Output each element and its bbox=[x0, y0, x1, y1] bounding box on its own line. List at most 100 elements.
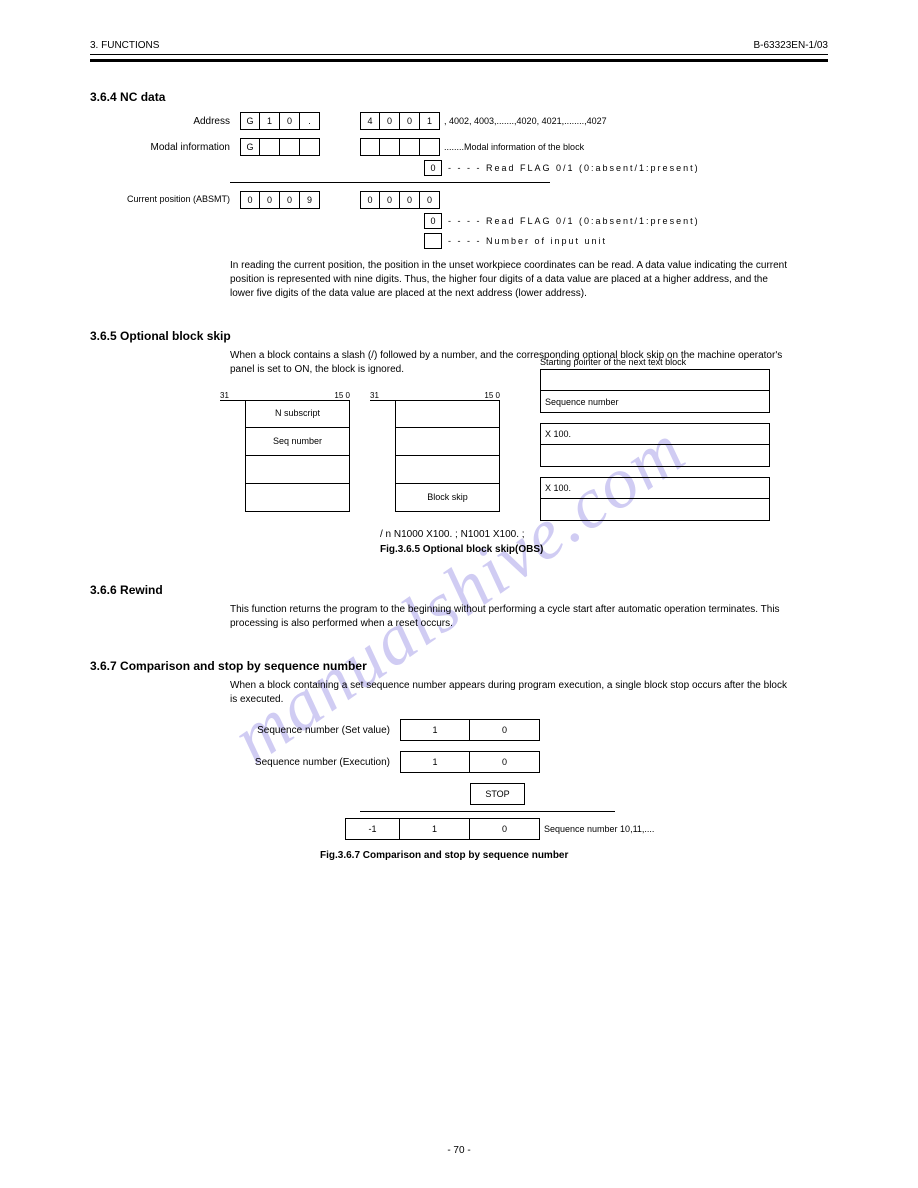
right-box: X 100. bbox=[540, 423, 770, 445]
seq-box: 1 bbox=[400, 751, 470, 773]
row-address: Address G 1 0 . 4 0 0 1 , 4002, 4003,...… bbox=[90, 112, 828, 130]
section-title-364: 3.6.4 NC data bbox=[90, 90, 828, 104]
stack2-wrap: 3115 0 Block skip bbox=[370, 391, 500, 512]
box: 0 bbox=[420, 191, 440, 209]
section-title-365: 3.6.5 Optional block skip bbox=[90, 329, 828, 343]
readflag-box: 0 bbox=[424, 160, 442, 176]
bit-label: 15 0 bbox=[484, 391, 500, 400]
box: 0 bbox=[380, 112, 400, 130]
readflag-after: - - - - Read FLAG 0/1 (0:absent/1:presen… bbox=[448, 163, 700, 173]
bit-label: 31 bbox=[220, 391, 334, 400]
label-modal: Modal information bbox=[90, 142, 240, 153]
bit-label: 15 0 bbox=[334, 391, 350, 400]
header-rule-thin bbox=[90, 54, 828, 55]
stack-cell bbox=[245, 484, 350, 512]
stack-cell: N subscript bbox=[245, 400, 350, 428]
right-box bbox=[540, 499, 770, 521]
diagram-365: 3115 0 N subscript Seq number 3115 0 bbox=[220, 391, 828, 521]
section-title-366: 3.6.6 Rewind bbox=[90, 583, 828, 597]
box: G bbox=[240, 138, 260, 156]
modal-after: ........Modal information of the block bbox=[444, 142, 584, 152]
half bbox=[541, 370, 769, 390]
address-boxes-right: 4 0 0 1 bbox=[360, 112, 440, 130]
half: X 100. bbox=[541, 424, 769, 444]
right-boxes: Starting pointer of the next text block … bbox=[540, 357, 770, 521]
row-current: Current position (ABSMT) 0 0 0 9 0 0 0 0 bbox=[90, 191, 828, 209]
modal-boxes-left: G bbox=[240, 138, 320, 156]
stack2: Block skip bbox=[395, 400, 500, 512]
bit-label: 31 bbox=[370, 391, 484, 400]
row-bottom-367: -1 1 0 Sequence number 10,11,.... bbox=[90, 818, 828, 840]
rule-367 bbox=[360, 811, 615, 812]
caption-365a: / n N1000 X100. ; N1001 X100. ; bbox=[380, 529, 828, 540]
half: Sequence number bbox=[541, 391, 769, 412]
header-right: B-63323EN-1/03 bbox=[754, 40, 829, 51]
label-current: Current position (ABSMT) bbox=[90, 195, 240, 205]
section-title-367: 3.6.7 Comparison and stop by sequence nu… bbox=[90, 659, 828, 673]
stack1: N subscript Seq number bbox=[245, 400, 350, 512]
seq-box: 1 bbox=[400, 818, 470, 840]
seq-box: 1 bbox=[400, 719, 470, 741]
stack-cell bbox=[395, 456, 500, 484]
readflag2-after: - - - - Read FLAG 0/1 (0:absent/1:presen… bbox=[448, 216, 700, 226]
row-inputunit: - - - - Number of input unit bbox=[90, 233, 828, 249]
stack-cell bbox=[395, 428, 500, 456]
after-367: Sequence number 10,11,.... bbox=[544, 824, 654, 834]
caption-365b: Fig.3.6.5 Optional block skip(OBS) bbox=[380, 544, 828, 555]
box: 4 bbox=[360, 112, 380, 130]
stack-cell: Block skip bbox=[395, 484, 500, 512]
box: 1 bbox=[260, 112, 280, 130]
seq-box: 0 bbox=[470, 818, 540, 840]
box bbox=[260, 138, 280, 156]
seq-box: 0 bbox=[470, 719, 540, 741]
box bbox=[420, 138, 440, 156]
right-box: Sequence number bbox=[540, 391, 770, 413]
modal-boxes-right bbox=[360, 138, 440, 156]
current-boxes-right: 0 0 0 0 bbox=[360, 191, 440, 209]
box: . bbox=[300, 112, 320, 130]
col-header: Starting pointer of the next text block bbox=[540, 357, 770, 367]
box: 0 bbox=[260, 191, 280, 209]
stack-cell: Seq number bbox=[245, 428, 350, 456]
half bbox=[541, 445, 769, 466]
label-seq1: Sequence number (Set value) bbox=[90, 725, 400, 736]
half bbox=[541, 499, 769, 520]
stack-cell bbox=[395, 400, 500, 428]
stack-cell bbox=[245, 456, 350, 484]
current-boxes-left: 0 0 0 9 bbox=[240, 191, 320, 209]
right-box bbox=[540, 445, 770, 467]
seq-box: 0 bbox=[470, 751, 540, 773]
label-address: Address bbox=[90, 116, 240, 127]
half: X 100. bbox=[541, 478, 769, 498]
box bbox=[360, 138, 380, 156]
mid-rule bbox=[230, 182, 550, 183]
caption-367: Fig.3.6.7 Comparison and stop by sequenc… bbox=[320, 850, 828, 861]
row-readflag: 0 - - - - Read FLAG 0/1 (0:absent/1:pres… bbox=[90, 160, 828, 176]
box: 9 bbox=[300, 191, 320, 209]
seq-box: -1 bbox=[345, 818, 400, 840]
row-modal: Modal information G ........Modal inform… bbox=[90, 138, 828, 156]
box: 0 bbox=[280, 112, 300, 130]
stack1-wrap: 3115 0 N subscript Seq number bbox=[220, 391, 350, 512]
right-box: X 100. bbox=[540, 477, 770, 499]
row-seq2: Sequence number (Execution) 1 0 bbox=[90, 751, 828, 773]
row-readflag2: 0 - - - - Read FLAG 0/1 (0:absent/1:pres… bbox=[90, 213, 828, 229]
box: 0 bbox=[380, 191, 400, 209]
box bbox=[300, 138, 320, 156]
preface-367: When a block containing a set sequence n… bbox=[230, 679, 790, 707]
header: 3. FUNCTIONS B-63323EN-1/03 bbox=[90, 40, 828, 51]
right-box bbox=[540, 369, 770, 391]
note-364: In reading the current position, the pos… bbox=[230, 259, 790, 301]
box: 0 bbox=[400, 191, 420, 209]
box: 0 bbox=[240, 191, 260, 209]
box: 0 bbox=[360, 191, 380, 209]
box: 0 bbox=[280, 191, 300, 209]
address-boxes-left: G 1 0 . bbox=[240, 112, 320, 130]
box: 1 bbox=[420, 112, 440, 130]
box bbox=[400, 138, 420, 156]
label-seq2: Sequence number (Execution) bbox=[90, 757, 400, 768]
page-number: - 70 - bbox=[0, 1145, 918, 1156]
address-after: , 4002, 4003,.......,4020, 4021,........… bbox=[444, 116, 607, 126]
inputunit-box bbox=[424, 233, 442, 249]
page: 3. FUNCTIONS B-63323EN-1/03 3.6.4 NC dat… bbox=[0, 0, 918, 901]
